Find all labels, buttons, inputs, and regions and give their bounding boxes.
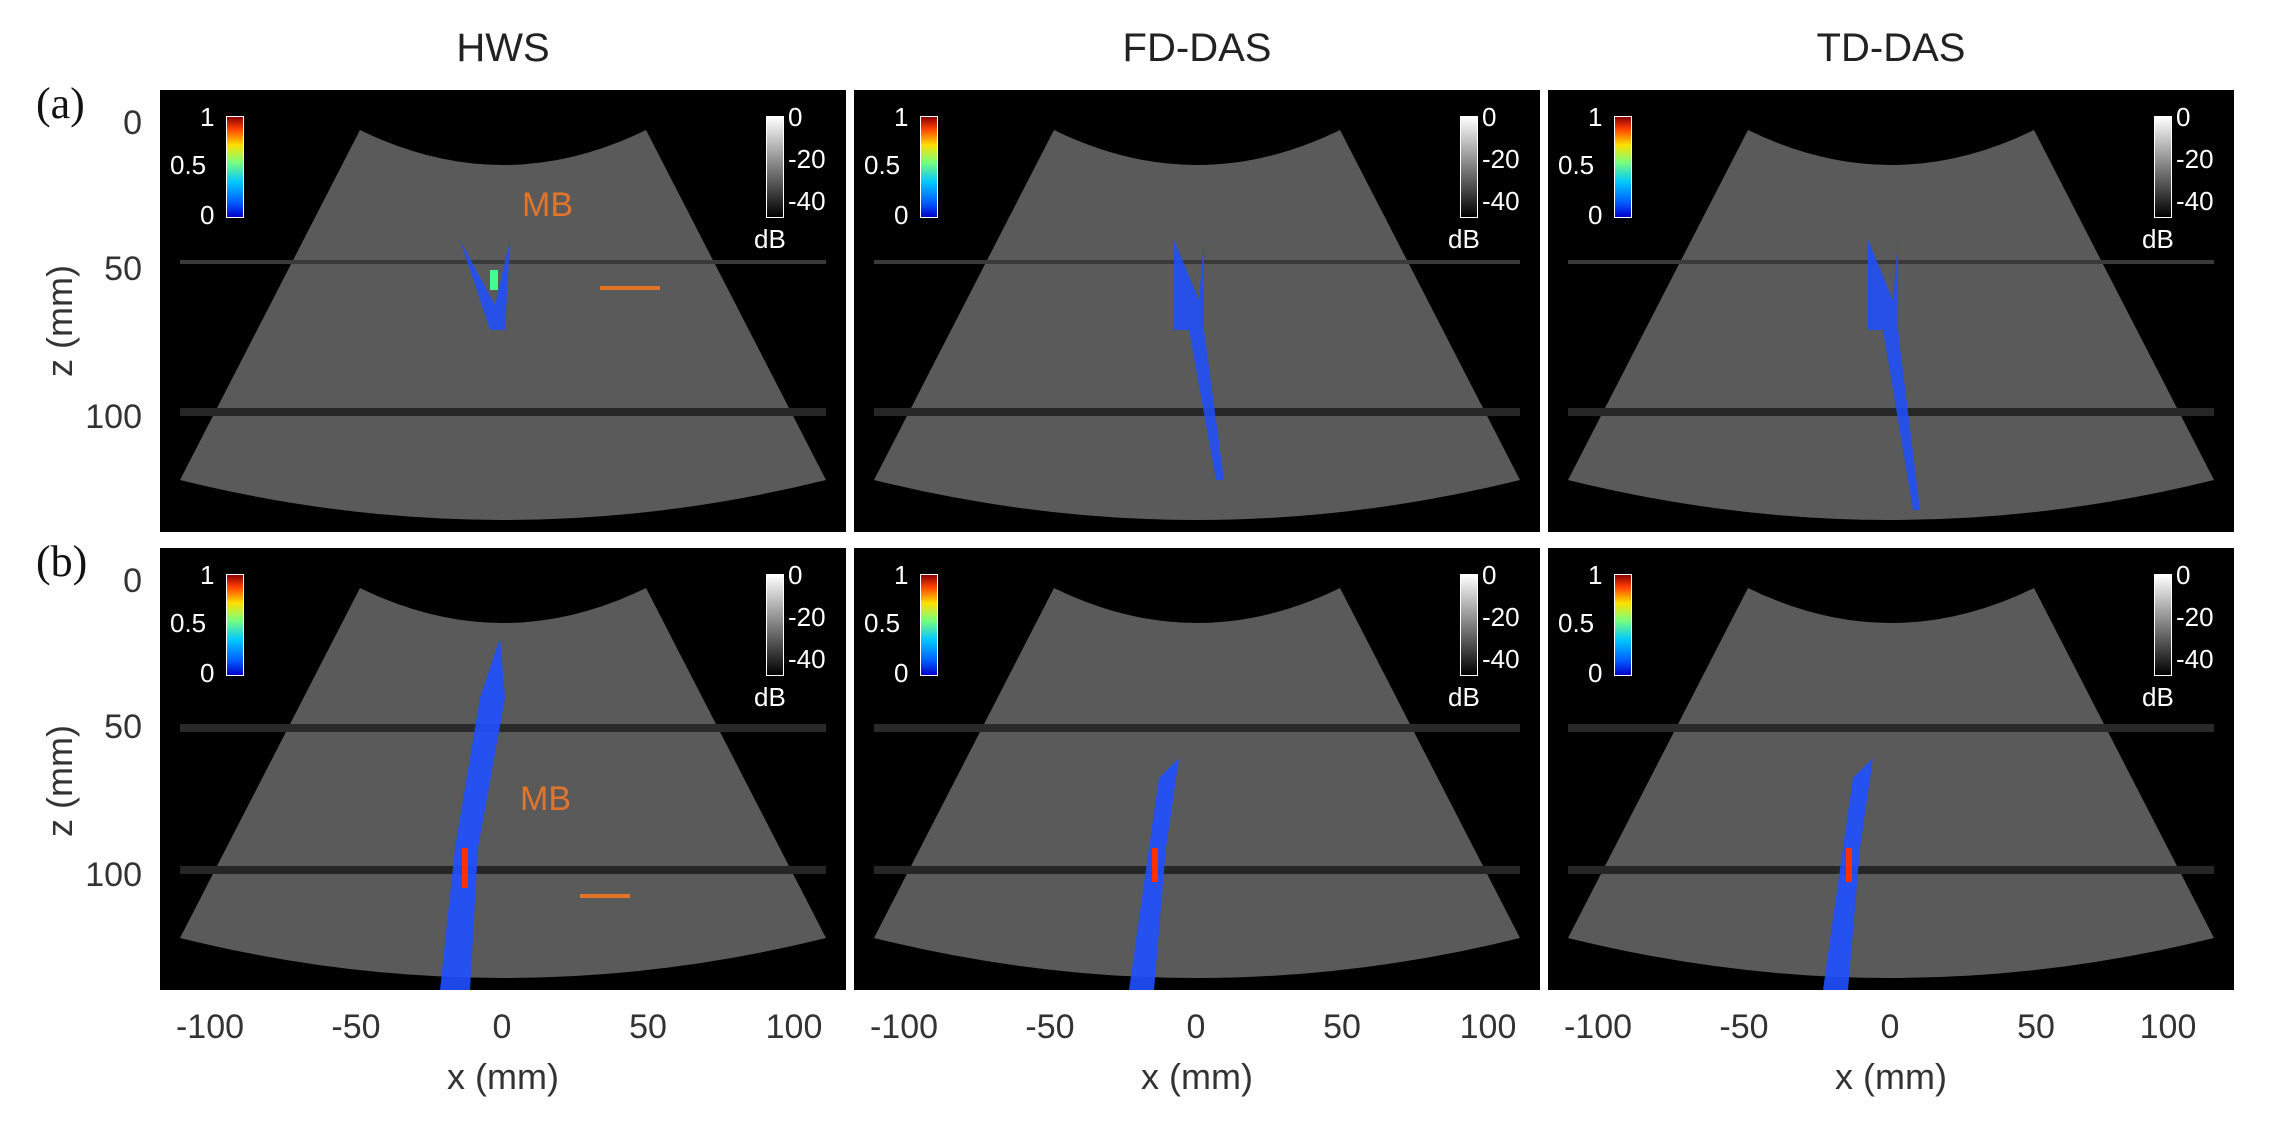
cb-gray-0: 0 [788,102,803,132]
cb-jet-05: 0.5 [170,608,207,638]
cb-jet-0: 0 [200,658,215,688]
title-fd-das: FD-DAS [1122,26,1272,70]
cb-jet-05: 0.5 [864,150,901,180]
colorbar-jet [920,574,938,676]
colorbar-gray [1460,116,1478,218]
cb-gray-unit: dB [2142,224,2174,254]
cb-gray-unit: dB [1448,224,1480,254]
y-tick-50-a: 50 [104,250,142,288]
x-tick-m100-c3: -100 [1563,1008,1633,1046]
x-tick-100-c1: 100 [765,1008,823,1046]
cb-gray-20: -20 [2176,602,2214,632]
cb-gray-0: 0 [1482,102,1497,132]
x-tick-m50-c3: -50 [1719,1008,1769,1046]
cb-gray-20: -20 [1482,602,1520,632]
y-tick-100-b: 100 [85,856,142,894]
panel-a-hws: 1 0.5 0 0 -20 -40 dB MB [160,90,846,532]
y-tick-50-b: 50 [104,708,142,746]
panel-a-fd-das: 1 0.5 0 0 -20 -40 dB [854,90,1540,532]
ultrasound-image [1568,588,2214,990]
cb-gray-unit: dB [754,682,786,712]
ultrasound-image [1568,130,2214,520]
mb-annotation: MB [522,186,573,224]
cb-gray-40: -40 [1482,186,1520,216]
row-label-b: (b) [36,537,88,586]
title-hws: HWS [456,26,550,70]
colorbar-gray [766,116,784,218]
cb-jet-05: 0.5 [1558,150,1595,180]
x-tick-m100-c1: -100 [175,1008,245,1046]
cb-gray-20: -20 [2176,144,2214,174]
x-tick-50-c1: 50 [629,1008,667,1046]
colorbar-jet [226,574,244,676]
colorbar-gray [1460,574,1478,676]
colorbar-gray [766,574,784,676]
panel-a-td-das: 1 0.5 0 0 -20 -40 dB [1548,90,2234,532]
x-tick-0-c2: 0 [1186,1008,1206,1046]
x-tick-50-c2: 50 [1323,1008,1361,1046]
ultrasound-image [180,588,826,990]
cb-gray-40: -40 [2176,644,2214,674]
panel-b-fd-das: 1 0.5 0 0 -20 -40 dB [854,548,1540,990]
cb-gray-unit: dB [754,224,786,254]
cb-gray-0: 0 [2176,102,2191,132]
cb-gray-40: -40 [788,186,826,216]
x-tick-100-c2: 100 [1459,1008,1517,1046]
colorbar-gray [2154,116,2172,218]
cb-jet-1: 1 [200,560,215,590]
cb-jet-1: 1 [1588,560,1603,590]
colorbar-gray [2154,574,2172,676]
cb-gray-20: -20 [788,144,826,174]
cb-jet-05: 0.5 [1558,608,1595,638]
y-tick-0-b: 0 [123,562,142,600]
cb-gray-0: 0 [1482,560,1497,590]
cb-jet-0: 0 [200,200,215,230]
panel-b-td-das: 1 0.5 0 0 -20 -40 dB [1548,548,2234,990]
y-tick-0-a: 0 [123,104,142,142]
colorbar-jet [920,116,938,218]
cb-jet-1: 1 [1588,102,1603,132]
cb-jet-1: 1 [894,560,909,590]
cb-jet-1: 1 [200,102,215,132]
mb-annotation: MB [520,780,571,818]
cb-gray-40: -40 [2176,186,2214,216]
x-tick-100-c3: 100 [2139,1008,2197,1046]
x-tick-0-c1: 0 [492,1008,512,1046]
x-tick-m50-c2: -50 [1025,1008,1075,1046]
cb-gray-40: -40 [1482,644,1520,674]
x-tick-0-c3: 0 [1880,1008,1900,1046]
cb-jet-0: 0 [1588,658,1603,688]
colorbar-jet [226,116,244,218]
cb-jet-05: 0.5 [864,608,901,638]
cb-jet-05: 0.5 [170,150,207,180]
cb-gray-0: 0 [2176,560,2191,590]
title-td-das: TD-DAS [1816,26,1966,70]
y-tick-100-a: 100 [85,398,142,436]
x-axis-label-c3: x (mm) [1835,1056,1947,1097]
ultrasound-image [874,588,1520,990]
ultrasound-image [874,130,1520,520]
ultrasound-image [180,130,826,520]
colorbar-jet [1614,116,1632,218]
x-tick-m50-c1: -50 [331,1008,381,1046]
cb-jet-0: 0 [894,200,909,230]
x-tick-50-c3: 50 [2017,1008,2055,1046]
cb-gray-40: -40 [788,644,826,674]
x-axis-label-c2: x (mm) [1141,1056,1253,1097]
colorbar-jet [1614,574,1632,676]
cb-gray-0: 0 [788,560,803,590]
row-label-a: (a) [36,79,85,128]
panel-b-hws: 1 0.5 0 0 -20 -40 dB MB [160,548,846,990]
cb-jet-0: 0 [894,658,909,688]
x-tick-m100-c2: -100 [869,1008,939,1046]
x-axis-label-c1: x (mm) [447,1056,559,1097]
cb-jet-0: 0 [1588,200,1603,230]
cb-gray-unit: dB [2142,682,2174,712]
cb-gray-20: -20 [1482,144,1520,174]
cb-jet-1: 1 [894,102,909,132]
cb-gray-20: -20 [788,602,826,632]
cb-gray-unit: dB [1448,682,1480,712]
